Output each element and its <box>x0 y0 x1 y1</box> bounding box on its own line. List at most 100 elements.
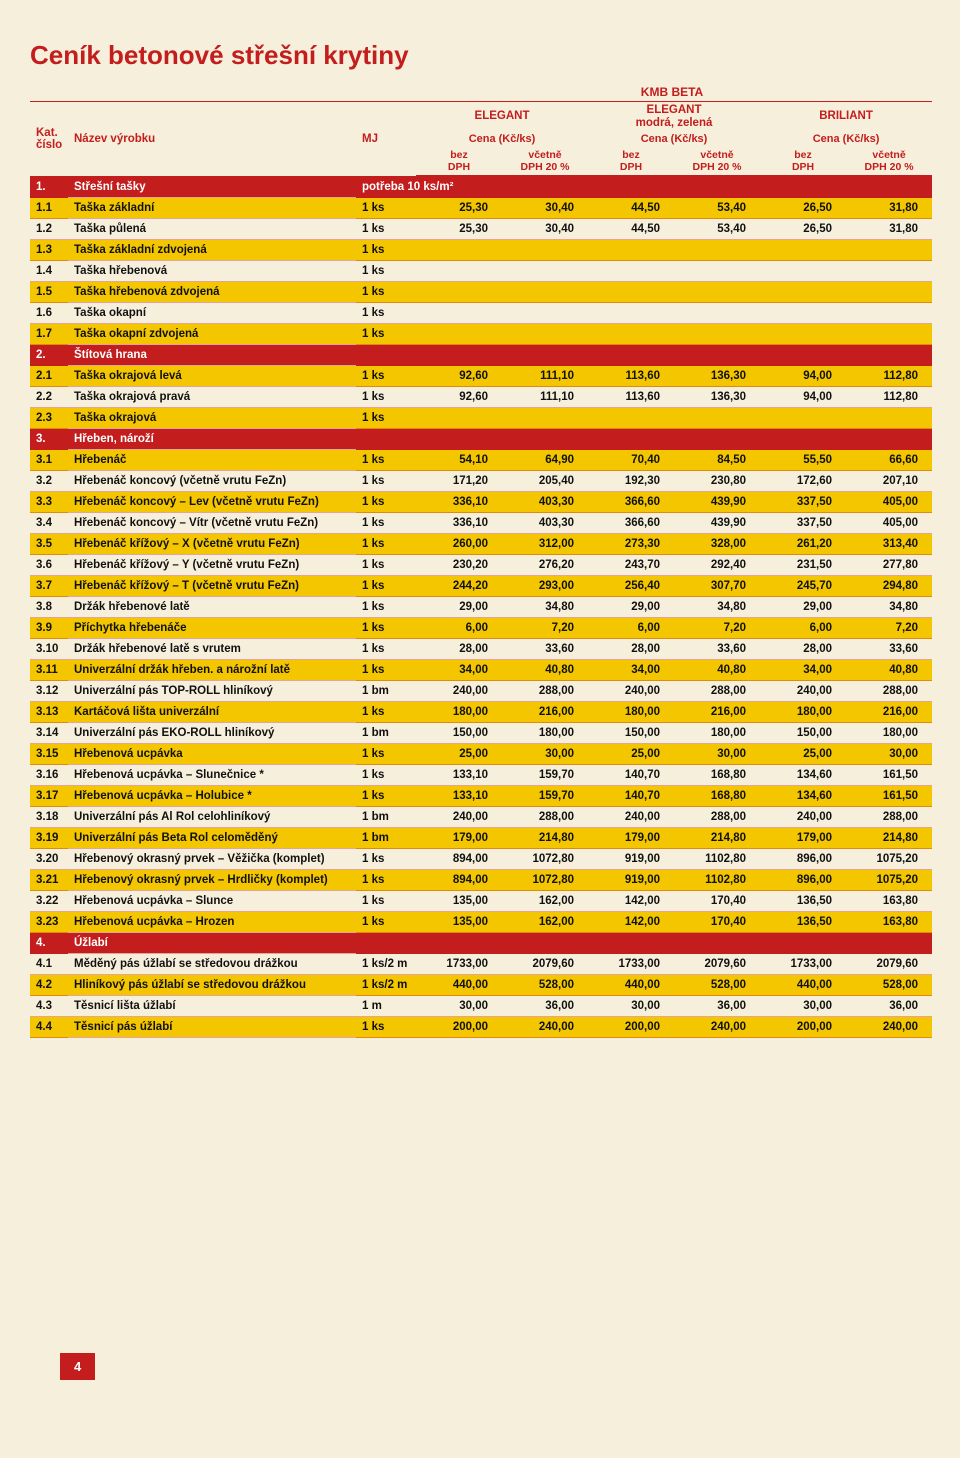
row-name: Úžlabí <box>68 933 356 954</box>
cell-value: 34,00 <box>588 660 674 681</box>
cell-value: 136,30 <box>674 366 760 387</box>
cell-value: 30,40 <box>502 219 588 240</box>
table-row: 3.9Příchytka hřebenáče1 ks6,007,206,007,… <box>30 618 932 639</box>
row-name: Univerzální držák hřeben. a nárožní latě <box>68 660 356 681</box>
row-name: Univerzální pás EKO-ROLL hliníkový <box>68 723 356 744</box>
cell-value <box>760 303 846 324</box>
cell-value <box>846 408 932 429</box>
cell-value <box>846 324 932 345</box>
cell-value: 245,70 <box>760 576 846 597</box>
cell-value <box>502 282 588 303</box>
row-mj: 1 ks <box>356 387 416 408</box>
row-mj: 1 ks <box>356 597 416 618</box>
table-row: 2.1Taška okrajová levá1 ks92,60111,10113… <box>30 366 932 387</box>
table-row: 3.5Hřebenáč křížový – X (včetně vrutu Fe… <box>30 534 932 555</box>
cell-value <box>416 303 502 324</box>
row-name: Příchytka hřebenáče <box>68 618 356 639</box>
cell-value: 54,10 <box>416 450 502 471</box>
cell-value: 135,00 <box>416 891 502 912</box>
cell-value <box>760 240 846 261</box>
table-row: 3.2Hřebenáč koncový (včetně vrutu FeZn)1… <box>30 471 932 492</box>
cell-value: 200,00 <box>416 1017 502 1038</box>
cell-value: 366,60 <box>588 492 674 513</box>
row-name: Hřebenáč křížový – Y (včetně vrutu FeZn) <box>68 555 356 576</box>
cell-value: 273,30 <box>588 534 674 555</box>
cell-value: 192,30 <box>588 471 674 492</box>
row-number: 3.17 <box>30 786 68 807</box>
table-row: 3.19Univerzální pás Beta Rol celoměděný1… <box>30 828 932 849</box>
cell-value: 162,00 <box>502 891 588 912</box>
cell-value <box>588 408 674 429</box>
row-mj: 1 ks/2 m <box>356 975 416 996</box>
cell-value: 1075,20 <box>846 870 932 891</box>
row-number: 3.19 <box>30 828 68 849</box>
cell-value: 337,50 <box>760 492 846 513</box>
cell-value: 92,60 <box>416 387 502 408</box>
row-number: 3.23 <box>30 912 68 933</box>
row-mj: 1 ks/2 m <box>356 954 416 975</box>
cell-value: 288,00 <box>502 681 588 702</box>
table-row: 3.11Univerzální držák hřeben. a nárožní … <box>30 660 932 681</box>
cell-value: 894,00 <box>416 870 502 891</box>
cell-value: 136,50 <box>760 891 846 912</box>
row-mj: 1 ks <box>356 639 416 660</box>
table-row: 1.7Taška okapní zdvojená1 ks <box>30 324 932 345</box>
cell-value: 28,00 <box>760 639 846 660</box>
table-row: 1.Střešní taškypotřeba 10 ks/m² <box>30 176 932 198</box>
cell-value: 134,60 <box>760 786 846 807</box>
table-row: 1.5Taška hřebenová zdvojená1 ks <box>30 282 932 303</box>
row-name: Měděný pás úžlabí se středovou drážkou <box>68 954 356 975</box>
cell-value: 528,00 <box>502 975 588 996</box>
cell-value: 439,90 <box>674 492 760 513</box>
row-name: Hřebenový okrasný prvek – Hrdličky (komp… <box>68 870 356 891</box>
cell-value: 136,30 <box>674 387 760 408</box>
cell-value: 230,20 <box>416 555 502 576</box>
cena-3: Cena (Kč/ks) <box>760 131 932 147</box>
cell-value: 25,30 <box>416 198 502 219</box>
cell-value: 34,80 <box>502 597 588 618</box>
row-name: Univerzální pás Al Rol celohliníkový <box>68 807 356 828</box>
row-number: 3.3 <box>30 492 68 513</box>
table-row: 1.4Taška hřebenová1 ks <box>30 261 932 282</box>
cell-value: 170,40 <box>674 912 760 933</box>
row-mj: 1 ks <box>356 198 416 219</box>
cell-value <box>502 324 588 345</box>
sub-bez-1: bez DPH <box>416 147 502 176</box>
cena-1: Cena (Kč/ks) <box>416 131 588 147</box>
row-number: 3.16 <box>30 765 68 786</box>
table-row: 2.3Taška okrajová1 ks <box>30 408 932 429</box>
row-mj: 1 bm <box>356 807 416 828</box>
cell-value <box>416 261 502 282</box>
cell-value: 40,80 <box>846 660 932 681</box>
row-number: 3.5 <box>30 534 68 555</box>
row-name: Taška hřebenová zdvojená <box>68 282 356 303</box>
cell-value: 180,00 <box>674 723 760 744</box>
table-row: 1.3Taška základní zdvojená1 ks <box>30 240 932 261</box>
cell-value: 200,00 <box>588 1017 674 1038</box>
row-name: Hřebenáč křížový – T (včetně vrutu FeZn) <box>68 576 356 597</box>
cell-value: 168,80 <box>674 765 760 786</box>
row-number: 3.1 <box>30 450 68 471</box>
cell-value: 159,70 <box>502 786 588 807</box>
cell-value: 894,00 <box>416 849 502 870</box>
table-row: 3.23Hřebenová ucpávka – Hrozen1 ks135,00… <box>30 912 932 933</box>
cell-value: 200,00 <box>760 1017 846 1038</box>
table-row: 3.8Držák hřebenové latě1 ks29,0034,8029,… <box>30 597 932 618</box>
row-number: 2.1 <box>30 366 68 387</box>
cell-value: 133,10 <box>416 765 502 786</box>
row-number: 4.2 <box>30 975 68 996</box>
cell-value <box>674 240 760 261</box>
row-mj: 1 ks <box>356 408 416 429</box>
cell-value: 30,00 <box>674 744 760 765</box>
row-number: 3.2 <box>30 471 68 492</box>
row-mj: 1 ks <box>356 576 416 597</box>
cell-value: 230,80 <box>674 471 760 492</box>
row-mj: 1 ks <box>356 261 416 282</box>
cell-value: 313,40 <box>846 534 932 555</box>
cell-value <box>588 324 674 345</box>
cell-value <box>502 303 588 324</box>
row-number: 2.3 <box>30 408 68 429</box>
row-mj: 1 ks <box>356 702 416 723</box>
cell-value <box>588 282 674 303</box>
row-number: 1.2 <box>30 219 68 240</box>
